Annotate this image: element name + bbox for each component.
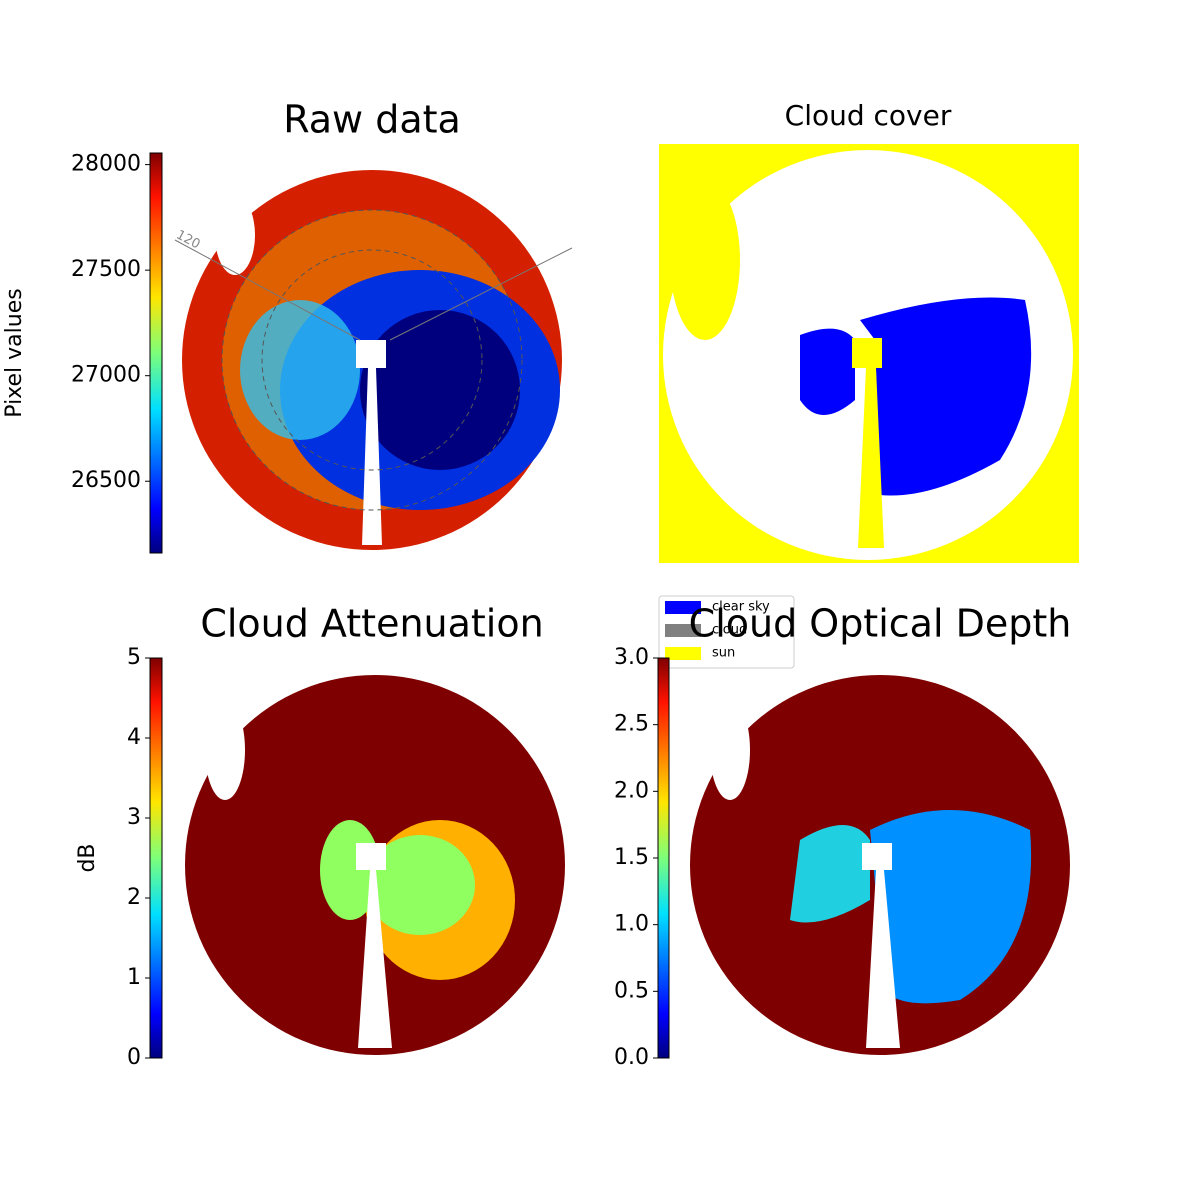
panel-title: Raw data [283,98,461,142]
colorbar-tick-label: 1.5 [614,845,649,870]
raw-image [174,170,573,550]
legend-swatch [665,647,701,660]
panel-title: Cloud cover [785,99,952,132]
optical-depth-image [690,675,1070,1055]
colorbar-tick-label: 0.5 [614,978,649,1003]
legend-label: clear sky [712,600,770,615]
colorbar-label: Pixel values [2,288,27,417]
legend-label: cloud [712,623,747,638]
colorbar [149,657,163,1059]
colorbar-tick-label: 5 [127,645,141,670]
attenuation-image [185,675,565,1055]
colorbar-tick-label: 0.0 [614,1045,649,1070]
legend-swatch [665,624,701,637]
legend-label: sun [712,646,735,661]
colorbar-tick-label: 3 [127,805,141,830]
colorbar-tick-label: 28000 [71,152,141,177]
colorbar-tick-label: 1 [127,965,141,990]
polar-label: 120 [174,228,203,253]
colorbar-tick-label: 2.5 [614,712,649,737]
colorbar [657,657,670,1059]
colorbar-tick-label: 0 [127,1045,141,1070]
panel-title: Cloud Attenuation [200,602,543,646]
colorbar-tick-label: 26500 [71,468,141,493]
colorbar-tick-label: 1.0 [614,912,649,937]
panel-title: Cloud Optical Depth [689,602,1072,646]
colorbar-tick-label: 2 [127,885,141,910]
colorbar-tick-label: 27500 [71,257,141,282]
colorbar [149,152,163,554]
colorbar-tick-label: 3.0 [614,645,649,670]
colorbar-tick-label: 2.0 [614,778,649,803]
colorbar-tick-label: 4 [127,725,141,750]
cloud-cover-image [659,144,1079,563]
colorbar-label: dB [75,843,100,872]
colorbar-tick-label: 27000 [71,363,141,388]
legend-swatch [665,601,701,614]
